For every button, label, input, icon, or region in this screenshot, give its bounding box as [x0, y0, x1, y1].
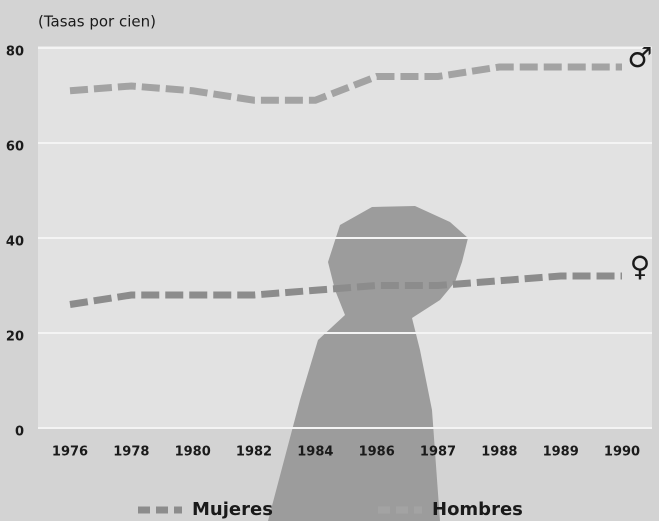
- x-tick-label: 1980: [175, 445, 211, 460]
- x-tick-label: 1987: [420, 445, 456, 460]
- y-tick-label: 60: [6, 140, 24, 155]
- legend-label: Mujeres: [192, 499, 273, 520]
- x-tick-label: 1984: [297, 445, 333, 460]
- y-tick-label: 80: [6, 45, 24, 60]
- legend-label: Hombres: [432, 499, 523, 520]
- x-tick-label: 1982: [236, 445, 272, 460]
- x-tick-label: 1989: [543, 445, 579, 460]
- y-tick-label: 40: [6, 235, 24, 250]
- x-tick-label: 1976: [52, 445, 88, 460]
- y-tick-label: 0: [15, 425, 24, 440]
- y-axis-label: (Tasas por cien): [38, 13, 156, 31]
- line: [69, 272, 622, 308]
- x-tick-label: 1988: [481, 445, 517, 460]
- series-annotation: ♀: [630, 250, 651, 283]
- x-tick-label: 1990: [604, 445, 640, 460]
- y-tick-label: 20: [6, 330, 24, 345]
- x-tick-label: 1986: [359, 445, 395, 460]
- x-tick-label: 1978: [113, 445, 149, 460]
- line: [69, 63, 622, 104]
- series-annotation: ♂: [627, 41, 652, 74]
